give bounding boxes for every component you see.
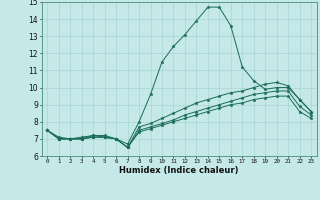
X-axis label: Humidex (Indice chaleur): Humidex (Indice chaleur) xyxy=(119,166,239,175)
